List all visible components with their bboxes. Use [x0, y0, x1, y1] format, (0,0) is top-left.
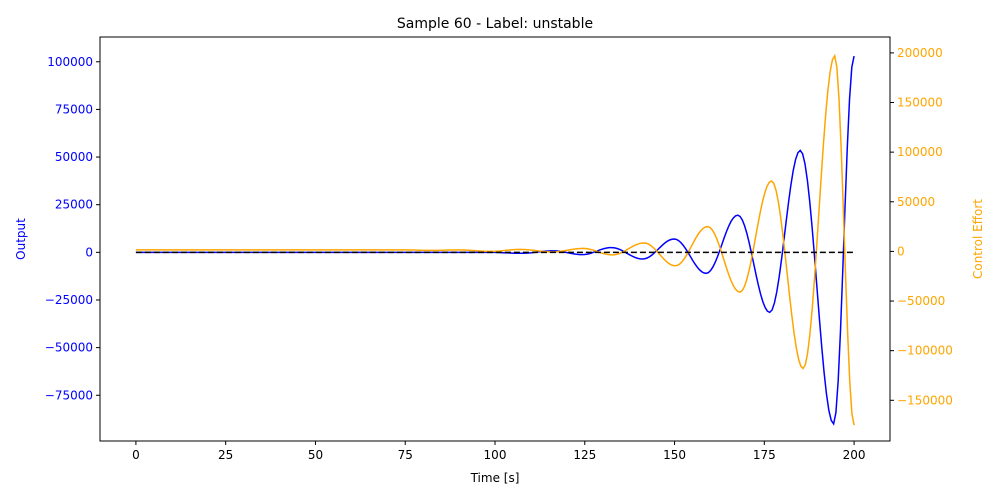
- y-right-tick-label: 0: [897, 244, 905, 258]
- x-tick-label: 125: [573, 448, 596, 462]
- y-right-tick-label: 100000: [897, 145, 943, 159]
- y-left-axis-ticks: −75000 −50000 −25000 0 25000 50000 75000 100000: [45, 55, 100, 402]
- x-axis-label: Time [s]: [470, 471, 520, 485]
- y-right-tick-label: −100000: [897, 344, 953, 358]
- x-tick-label: 50: [308, 448, 323, 462]
- x-tick-label: 150: [663, 448, 686, 462]
- chart-title: Sample 60 - Label: unstable: [397, 16, 593, 32]
- x-tick-label: 25: [218, 448, 233, 462]
- y-left-tick-label: −50000: [45, 341, 93, 355]
- x-tick-label: 200: [843, 448, 866, 462]
- y-right-tick-label: −150000: [897, 393, 953, 407]
- y-left-axis-label: Output: [14, 218, 28, 260]
- y-left-tick-label: 75000: [55, 102, 93, 116]
- y-right-tick-label: 200000: [897, 46, 943, 60]
- y-left-tick-label: 0: [85, 245, 93, 259]
- y-right-axis-label: Control Effort: [971, 199, 985, 279]
- x-tick-label: 75: [398, 448, 413, 462]
- x-axis-ticks: 0 25 50 75 100 125 150 175 200: [132, 441, 866, 462]
- x-tick-label: 0: [132, 448, 140, 462]
- x-tick-label: 100: [484, 448, 507, 462]
- y-right-tick-label: −50000: [897, 294, 945, 308]
- y-left-tick-label: 50000: [55, 150, 93, 164]
- x-tick-label: 175: [753, 448, 776, 462]
- y-right-tick-label: 150000: [897, 96, 943, 110]
- y-right-tick-label: 50000: [897, 195, 935, 209]
- control-effort-line: [135, 53, 855, 426]
- y-left-tick-label: 100000: [47, 55, 93, 69]
- y-left-tick-label: −25000: [45, 293, 93, 307]
- plot-lines: [135, 53, 855, 426]
- y-right-axis-ticks: −150000 −100000 −50000 0 50000 100000 150000 20…: [890, 46, 953, 407]
- y-left-tick-label: 25000: [55, 198, 93, 212]
- y-left-tick-label: −75000: [45, 388, 93, 402]
